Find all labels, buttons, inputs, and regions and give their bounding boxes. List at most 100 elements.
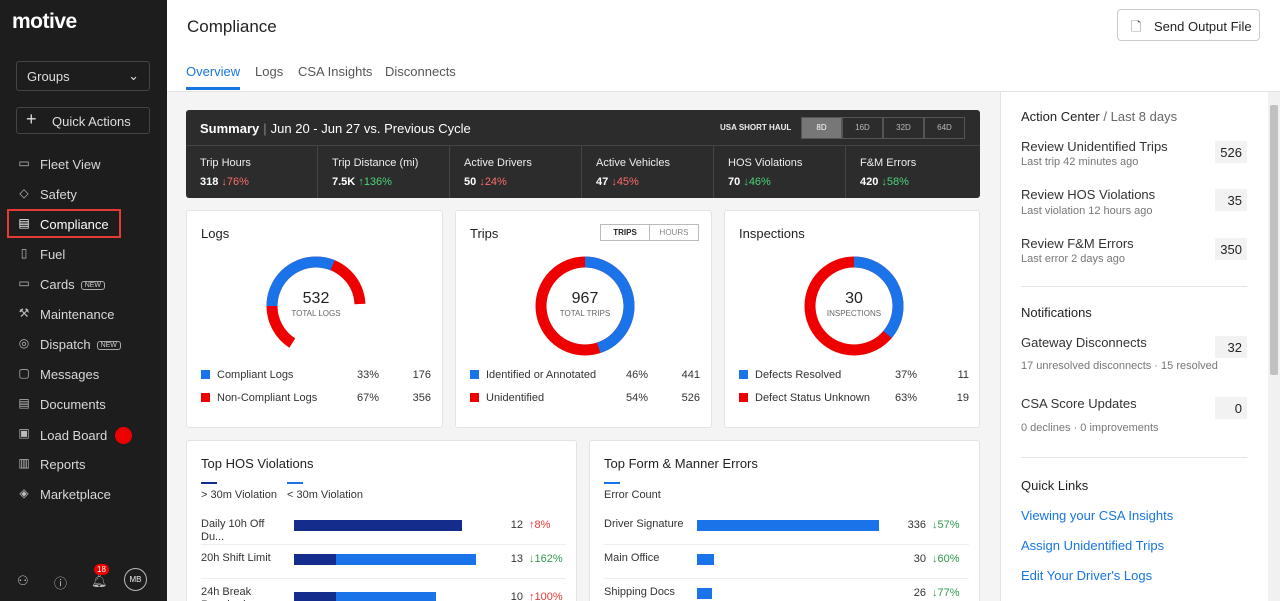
sidebar-item-label: Fleet View <box>40 157 101 172</box>
legend-row: Identified or Annotated 46% 441 <box>470 369 700 383</box>
hos-row[interactable]: 24h Break Required 10 ↑100% <box>201 579 566 601</box>
action-item-title[interactable]: Review F&M Errors <box>1021 236 1134 251</box>
period-64d-button[interactable]: 64D <box>924 117 965 139</box>
groups-dropdown[interactable]: Groups ⌄ <box>16 61 150 91</box>
summary-range: Jun 20 - Jun 27 vs. Previous Cycle <box>270 121 471 136</box>
sidebar-footer: ⚇ ⓘ 🔔︎ 18 MB <box>0 564 167 601</box>
top-form-manner-errors-card[interactable]: Top Form & Manner Errors Error Count Dri… <box>589 440 980 601</box>
quick-link[interactable]: Viewing your CSA Insights <box>1021 508 1174 523</box>
row-change: ↓77% <box>932 587 960 599</box>
row-value: 12 <box>510 519 523 531</box>
motive-logo[interactable]: motive <box>12 10 77 33</box>
period-32d-button[interactable]: 32D <box>883 117 924 139</box>
legend-row: Unidentified 54% 526 <box>470 392 700 406</box>
quick-link[interactable]: Assign Unidentified Trips <box>1021 538 1165 553</box>
fm-row[interactable]: Shipping Docs 26 ↓77% <box>604 579 969 601</box>
card-title: Top HOS Violations <box>201 456 314 471</box>
tab-disconnects[interactable]: Disconnects <box>385 64 456 79</box>
metric-active-vehicles[interactable]: Active Vehicles 47 ↓45% <box>582 146 714 198</box>
sidebar-item-label: Compliance <box>40 217 109 232</box>
wrench-icon: ⚒ <box>18 306 30 320</box>
document-icon: ▤ <box>18 216 30 230</box>
quick-actions-button[interactable]: + Quick Actions <box>16 107 150 134</box>
donut-total-label: INSPECTIONS <box>826 309 882 318</box>
row-change: ↓60% <box>932 553 960 565</box>
sidebar-item-reports[interactable]: ▥ Reports <box>0 449 167 479</box>
metric-trip-hours[interactable]: Trip Hours 318 ↓76% <box>186 146 318 198</box>
row-value: 336 <box>907 519 926 531</box>
row-change: ↑100% <box>529 591 563 601</box>
donut-total: 967 <box>571 290 599 307</box>
notification-subtitle: 0 declines · 0 improvements <box>1021 422 1159 434</box>
avatar[interactable]: MB <box>124 568 147 591</box>
quick-link[interactable]: Edit Your Driver's Logs <box>1021 568 1153 583</box>
trips-toggle[interactable]: TRIPS <box>600 224 650 241</box>
metric-hos-violations[interactable]: HOS Violations 70 ↓46% <box>714 146 846 198</box>
truck-icon: ▣ <box>18 426 30 440</box>
metric-active-drivers[interactable]: Active Drivers 50 ↓24% <box>450 146 582 198</box>
notification-subtitle: 17 unresolved disconnects · 15 resolved <box>1021 360 1218 372</box>
tab-overview[interactable]: Overview <box>186 64 241 79</box>
sidebar-item-cards[interactable]: ▭ Cards NEW <box>0 269 167 299</box>
metric-change: ↓58% <box>881 176 909 188</box>
action-item-title[interactable]: Review HOS Violations <box>1021 187 1156 202</box>
sidebar-item-documents[interactable]: ▤ Documents <box>0 389 167 419</box>
sidebar-item-safety[interactable]: ◇ Safety <box>0 179 167 209</box>
sidebar-item-compliance[interactable]: ▤ Compliance <box>0 209 167 239</box>
hos-row[interactable]: 20h Shift Limit 13 ↓162% <box>201 545 566 579</box>
metric-label: Active Drivers <box>464 157 532 169</box>
notification-title[interactable]: CSA Score Updates <box>1021 396 1137 411</box>
legend-row: Defect Status Unknown 63% 19 <box>739 392 969 406</box>
sidebar-item-label: Load Board <box>40 428 108 443</box>
legend-error-count: Error Count <box>604 489 661 501</box>
scrollbar-thumb[interactable] <box>1270 105 1278 375</box>
sidebar-item-label: Cards <box>40 277 75 292</box>
metric-value: 7.5K ↑136% <box>332 176 392 188</box>
sidebar-item-label: Documents <box>40 397 106 412</box>
donut-segment-identified <box>535 256 635 356</box>
hours-toggle[interactable]: HOURS <box>649 224 699 241</box>
send-output-file-label: Send Output File <box>1154 19 1252 34</box>
send-output-file-button[interactable]: 🗋︎ Send Output File <box>1117 9 1260 41</box>
fm-row[interactable]: Driver Signature 336 ↓57% <box>604 511 969 545</box>
sidebar-item-messages[interactable]: ▢ Messages <box>0 359 167 389</box>
overview-content: Summary | Jun 20 - Jun 27 vs. Previous Cyc… <box>167 92 1000 601</box>
action-item-subtitle: Last error 2 days ago <box>1021 253 1125 265</box>
metric-fm-errors[interactable]: F&M Errors 420 ↓58% <box>846 146 980 198</box>
active-tab-indicator <box>186 87 240 90</box>
sidebar-item-load-board[interactable]: ▣ Load Board <box>0 419 167 449</box>
sidebar-item-fuel[interactable]: ▯ Fuel <box>0 239 167 269</box>
notification-title[interactable]: Gateway Disconnects <box>1021 335 1147 350</box>
metric-trip-distance[interactable]: Trip Distance (mi) 7.5K ↑136% <box>318 146 450 198</box>
trips-card[interactable]: Trips TRIPS HOURS 967 TOTAL TRIPS Identi… <box>455 210 712 428</box>
tab-csa-insights[interactable]: CSA Insights <box>298 64 373 79</box>
sidebar-item-label: Reports <box>40 457 86 472</box>
metric-change: ↓45% <box>611 176 639 188</box>
action-center-title: Action Center / Last 8 days <box>1021 109 1178 124</box>
hos-row[interactable]: Daily 10h Off Du... 12 ↑8% <box>201 511 566 545</box>
card-title: Inspections <box>739 226 805 241</box>
row-label: Main Office <box>604 552 660 564</box>
fm-row[interactable]: Main Office 30 ↓60% <box>604 545 969 579</box>
period-8d-button[interactable]: 8D <box>801 117 842 139</box>
sidebar-item-label: Safety <box>40 187 77 202</box>
sidebar-item-marketplace[interactable]: ◈ Marketplace <box>0 479 167 509</box>
active-highlight <box>7 209 121 238</box>
sidebar-item-maintenance[interactable]: ⚒ Maintenance <box>0 299 167 329</box>
period-16d-button[interactable]: 16D <box>842 117 883 139</box>
top-hos-violations-card[interactable]: Top HOS Violations > 30m Violation < 30m… <box>186 440 577 601</box>
plus-icon: + <box>26 109 37 129</box>
summary-label: Summary <box>200 121 260 136</box>
help-icon[interactable]: ⓘ <box>54 576 68 591</box>
sidebar-item-fleet-view[interactable]: ▭ Fleet View <box>0 149 167 179</box>
logs-card[interactable]: Logs 532 TOTAL LOGS Compliant Logs 33% 176… <box>186 210 443 428</box>
card-title: Top Form & Manner Errors <box>604 456 758 471</box>
bell-icon[interactable]: 🔔︎ <box>91 573 108 588</box>
user-settings-icon[interactable]: ⚇ <box>17 573 29 588</box>
sidebar-item-dispatch[interactable]: ◎ Dispatch NEW <box>0 329 167 359</box>
inspections-card[interactable]: Inspections 30 INSPECTIONS Defects Resol… <box>724 210 980 428</box>
action-item-title[interactable]: Review Unidentified Trips <box>1021 139 1168 154</box>
tab-logs[interactable]: Logs <box>255 64 284 79</box>
row-change: ↓57% <box>932 519 960 531</box>
metric-change: ↑136% <box>358 176 392 188</box>
